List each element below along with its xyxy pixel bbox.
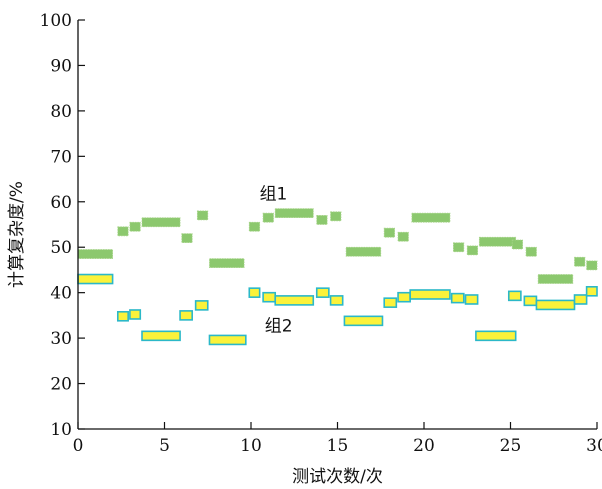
series-1-segment bbox=[537, 274, 574, 284]
chart-marks bbox=[77, 208, 598, 346]
series-2-segment bbox=[475, 330, 517, 342]
x-axis-title: 测试次数/次 bbox=[292, 467, 383, 487]
series-1-segment bbox=[586, 260, 598, 271]
series-2-segment bbox=[383, 297, 398, 308]
y-tick-label: 30 bbox=[50, 329, 72, 349]
chart-annotations: 组1 组2 bbox=[260, 185, 293, 337]
x-tick-label: 30 bbox=[586, 436, 602, 456]
series-2-segment bbox=[262, 291, 277, 303]
series-2-segment bbox=[397, 291, 411, 303]
series-1-segment bbox=[411, 212, 451, 223]
series-2-segment bbox=[141, 330, 181, 342]
series-1-segment bbox=[345, 246, 382, 257]
y-tick-label: 80 bbox=[50, 102, 72, 122]
series-1-segment bbox=[141, 217, 181, 228]
x-tick-label: 20 bbox=[413, 436, 435, 456]
series-2-segment bbox=[535, 299, 576, 311]
series-1-segment bbox=[478, 236, 517, 247]
series-1-segment bbox=[209, 258, 245, 269]
series-2-segment bbox=[450, 292, 465, 304]
series-2-segment bbox=[179, 310, 193, 321]
series-2-segment bbox=[315, 287, 330, 298]
y-tick-label: 70 bbox=[50, 147, 72, 167]
series-1-segment bbox=[129, 221, 141, 232]
series-1 bbox=[77, 208, 598, 284]
annotation-group-2: 组2 bbox=[265, 316, 293, 336]
x-tick-label: 10 bbox=[240, 436, 262, 456]
y-tick-label: 40 bbox=[50, 284, 72, 304]
series-2-segment bbox=[507, 290, 522, 302]
series-1-segment bbox=[330, 211, 342, 222]
series-2-segment bbox=[523, 295, 538, 307]
series-2-segment bbox=[464, 294, 479, 305]
series-1-segment bbox=[466, 245, 479, 256]
series-2-segment bbox=[585, 286, 598, 297]
x-tick-label: 15 bbox=[327, 436, 349, 456]
series-2-segment bbox=[329, 295, 344, 306]
series-1-segment bbox=[248, 221, 261, 232]
series-1-segment bbox=[77, 249, 113, 259]
y-tick-label: 10 bbox=[50, 420, 72, 440]
annotation-group-1: 组1 bbox=[260, 185, 288, 205]
x-tick-label: 25 bbox=[500, 436, 522, 456]
series-2 bbox=[77, 273, 598, 346]
y-tick-label: 50 bbox=[50, 238, 72, 258]
series-2-segment bbox=[343, 315, 384, 327]
series-2-segment bbox=[409, 289, 451, 300]
y-axis-title: 计算复杂度/% bbox=[7, 181, 27, 288]
series-1-segment bbox=[117, 226, 129, 237]
y-tick-label: 90 bbox=[50, 56, 72, 76]
series-1-segment bbox=[196, 210, 209, 221]
series-1-segment bbox=[262, 212, 274, 223]
y-tick-label: 60 bbox=[50, 193, 72, 213]
series-1-segment bbox=[274, 208, 314, 219]
series-2-segment bbox=[194, 300, 209, 311]
y-tick-label: 100 bbox=[40, 11, 72, 31]
series-2-segment bbox=[248, 287, 261, 298]
series-1-segment bbox=[383, 227, 395, 238]
series-2-segment bbox=[116, 310, 129, 322]
series-2-segment bbox=[129, 309, 142, 320]
x-tick-label: 0 bbox=[73, 436, 84, 456]
series-1-segment bbox=[574, 256, 586, 267]
chart-ticks: 10 20 30 40 50 60 70 80 90 100 0 5 10 15 20 25 30 bbox=[40, 11, 602, 456]
y-tick-label: 20 bbox=[50, 375, 72, 395]
series-1-segment bbox=[181, 233, 193, 244]
series-1-segment bbox=[397, 231, 409, 242]
x-tick-label: 5 bbox=[159, 436, 170, 456]
series-1-segment bbox=[511, 239, 524, 250]
series-2-segment bbox=[77, 273, 114, 285]
series-2-segment bbox=[208, 334, 247, 346]
series-2-segment bbox=[573, 294, 588, 305]
series-1-segment bbox=[316, 215, 328, 225]
series-1-segment bbox=[525, 246, 537, 257]
series-1-segment bbox=[453, 242, 465, 253]
series-2-segment bbox=[274, 295, 315, 306]
